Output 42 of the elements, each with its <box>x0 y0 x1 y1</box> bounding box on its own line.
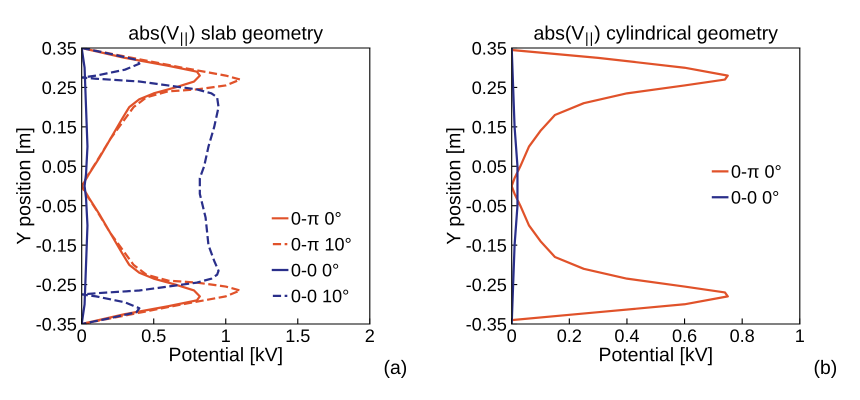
legend-label: 0-0 0° <box>732 190 778 204</box>
y-tick-label: -0.25 <box>36 278 76 292</box>
y-tick-label: -0.05 <box>466 200 506 212</box>
x-tick-label: 0.5 <box>142 329 166 342</box>
y-tick-label: 0.25 <box>42 81 76 94</box>
x-tick-label: 0 <box>77 329 86 342</box>
x-tick-label: 1 <box>796 330 804 342</box>
y-tick-label: -0.05 <box>36 200 76 212</box>
chart-title: abs(V$_{||}$) slab geometry <box>129 25 323 46</box>
y-axis-title: Y position [m] <box>16 128 34 244</box>
y-tick-label: 0.15 <box>42 120 76 134</box>
x-tick-label: 1 <box>222 330 230 342</box>
text: (b) <box>814 360 836 378</box>
legend-label: 0-0 10° <box>292 290 348 302</box>
x-tick-label: 0 <box>507 329 516 342</box>
x-axis-title: Potential [kV] <box>170 347 282 366</box>
x-tick-label: 0.2 <box>557 329 581 342</box>
x-axis-title: Potential [kV] <box>600 347 712 366</box>
y-tick-label: 0.35 <box>472 42 506 55</box>
y-tick-label: -0.35 <box>36 318 76 331</box>
x-tick-label: 0.8 <box>730 329 754 342</box>
legend-label: 0-0 0° <box>292 264 338 277</box>
legend-label: 0-π 10° <box>292 238 351 251</box>
y-tick-label: -0.15 <box>36 239 76 252</box>
y-tick-label: 0.05 <box>42 160 76 174</box>
x-tick-label: 2 <box>366 329 374 342</box>
legend-label: 0-π 0° <box>732 165 781 178</box>
x-tick-label: 0.4 <box>615 329 639 342</box>
y-tick-label: 0.05 <box>472 160 506 174</box>
y-tick-label: -0.15 <box>466 239 506 252</box>
line-series <box>512 48 729 322</box>
chart-title: abs(V$_{||}$) cylindrical geometry <box>534 25 778 46</box>
y-tick-label: -0.25 <box>466 278 506 292</box>
y-tick-label: 0.35 <box>42 42 76 55</box>
legend-label: 0-π 0° <box>292 212 341 225</box>
y-tick-label: 0.25 <box>472 81 506 94</box>
y-tick-label: 0.15 <box>472 120 506 134</box>
text: (a) <box>384 360 406 378</box>
y-axis-title: Y position [m] <box>446 128 464 244</box>
x-tick-label: 1.5 <box>286 330 310 342</box>
y-tick-label: -0.35 <box>466 318 506 331</box>
x-tick-label: 0.6 <box>672 329 696 342</box>
